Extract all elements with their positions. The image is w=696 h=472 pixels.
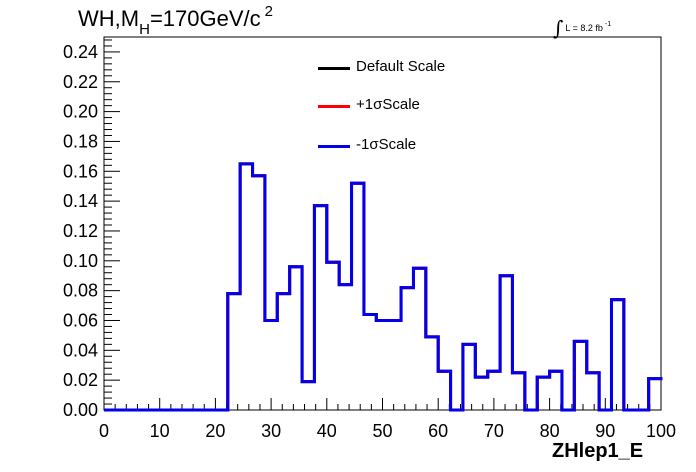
x-axis-ticks: 0 10 20 30 40 50 60 70 80 90 100 xyxy=(99,398,676,441)
luminosity-text: L = 8.2 fb xyxy=(565,23,603,33)
legend-label-default: Default Scale xyxy=(356,58,446,75)
luminosity-superscript: -1 xyxy=(604,21,612,28)
y-tick-label: 0.04 xyxy=(63,340,98,360)
luminosity-label: ∫ L = 8.2 fb -1 xyxy=(553,12,612,40)
title-main: WH,M xyxy=(78,6,140,31)
legend-item-plus: +1σScale xyxy=(318,96,518,116)
legend-label-plus: +1σScale xyxy=(356,96,420,113)
plot-frame xyxy=(103,36,662,411)
title-subscript: H xyxy=(139,21,150,38)
series-line-2 xyxy=(104,162,663,412)
x-tick-label: 50 xyxy=(372,421,392,441)
x-tick-label: 40 xyxy=(317,421,337,441)
y-tick-label: 0.06 xyxy=(63,310,98,330)
y-tick-label: 0.18 xyxy=(63,131,98,151)
x-tick-label: 10 xyxy=(150,421,170,441)
legend-item-minus: -1σScale xyxy=(318,136,518,156)
plot-title: WH,MH=170GeV/c 2 xyxy=(78,3,273,38)
x-tick-label: 60 xyxy=(428,421,448,441)
x-tick-label: 100 xyxy=(646,421,676,441)
x-tick-label: 20 xyxy=(205,421,225,441)
x-tick-label: 70 xyxy=(484,421,504,441)
x-tick-label: 80 xyxy=(540,421,560,441)
legend-line-minus xyxy=(318,145,350,148)
integral-symbol: ∫ xyxy=(553,16,564,40)
y-tick-label: 0.02 xyxy=(63,370,98,390)
legend-line-default xyxy=(318,67,350,70)
x-tick-label: 0 xyxy=(99,421,109,441)
series-group xyxy=(104,162,663,412)
x-axis-title: ZHlep1_E xyxy=(552,440,644,462)
y-axis-ticks: 0.00 0.02 0.04 0.06 0.08 0.10 0.12 0.14 0.16 0.18… xyxy=(63,39,120,420)
y-tick-label: 0.22 xyxy=(63,72,98,92)
y-tick-label: 0.08 xyxy=(63,281,98,301)
title-superscript: 2 xyxy=(264,3,273,20)
series-line-1 xyxy=(104,162,663,412)
legend-line-plus xyxy=(318,105,350,108)
legend-item-default: Default Scale xyxy=(318,58,518,78)
series-line-0 xyxy=(104,162,663,412)
y-tick-label: 0.00 xyxy=(63,400,98,420)
title-rest: =170GeV/c xyxy=(149,6,261,31)
x-tick-label: 90 xyxy=(595,421,615,441)
y-tick-label: 0.10 xyxy=(63,251,98,271)
y-tick-label: 0.16 xyxy=(63,161,98,181)
y-tick-label: 0.20 xyxy=(63,102,98,122)
legend-label-minus: -1σScale xyxy=(356,136,417,153)
x-tick-label: 30 xyxy=(261,421,281,441)
y-tick-label: 0.24 xyxy=(63,42,98,62)
y-tick-label: 0.14 xyxy=(63,191,98,211)
y-tick-label: 0.12 xyxy=(63,221,98,241)
